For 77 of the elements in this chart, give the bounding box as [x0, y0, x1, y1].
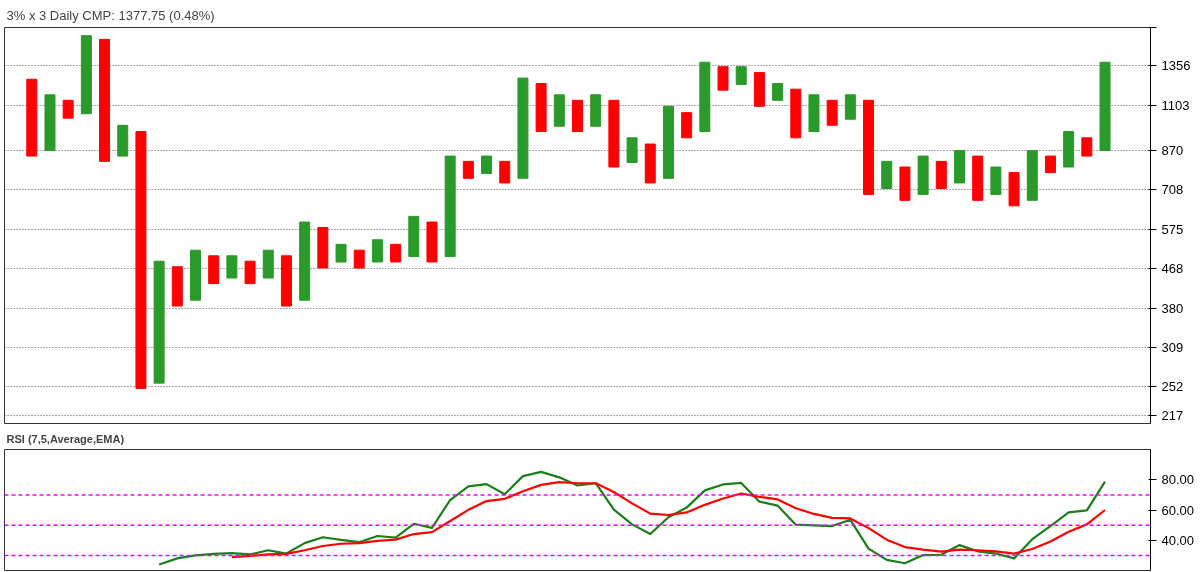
bar — [1026, 150, 1038, 201]
bar — [499, 160, 511, 184]
y-tick-label: 870 — [1161, 143, 1184, 159]
y-tick-label: 217 — [1161, 407, 1184, 423]
line-series — [230, 481, 1107, 559]
bar — [844, 94, 856, 120]
y-tick-label: 1356 — [1161, 58, 1191, 74]
bar — [408, 215, 420, 258]
bar — [808, 94, 820, 133]
bar — [1044, 155, 1056, 174]
y-tick-label: 468 — [1161, 261, 1184, 277]
bar — [662, 105, 674, 179]
bar — [535, 83, 547, 133]
bar — [62, 99, 74, 119]
bar — [244, 260, 256, 285]
bar — [863, 99, 875, 195]
bar — [735, 66, 747, 85]
bar — [444, 155, 456, 258]
bar — [171, 266, 183, 307]
bar — [299, 221, 311, 301]
bar — [135, 131, 147, 389]
bar — [26, 78, 38, 157]
bar — [608, 99, 620, 168]
bar — [772, 83, 784, 101]
bar — [353, 249, 365, 269]
bar — [954, 150, 965, 184]
bar — [935, 160, 947, 189]
bar — [590, 94, 602, 127]
bar — [117, 124, 129, 157]
bar — [881, 160, 893, 189]
y-tick-label: 575 — [1161, 222, 1184, 238]
bar — [335, 243, 347, 263]
y-tick-label: 40.00 — [1161, 532, 1195, 548]
bar — [699, 61, 711, 133]
bar — [1081, 137, 1093, 157]
bar — [1008, 172, 1020, 207]
y-tick-label: 252 — [1161, 379, 1184, 395]
bar — [426, 221, 438, 263]
bar — [717, 66, 729, 91]
bar — [644, 143, 656, 184]
y-tick-label: 60.00 — [1161, 502, 1195, 518]
y-tick-label: 380 — [1161, 301, 1184, 317]
bar — [317, 227, 329, 269]
bar — [262, 249, 274, 279]
bar — [99, 38, 111, 162]
bar — [153, 260, 165, 384]
bar — [917, 155, 929, 195]
bar — [681, 112, 693, 139]
bar — [1099, 61, 1111, 152]
bar — [972, 155, 984, 201]
y-tick-label: 80.00 — [1161, 472, 1195, 488]
bar — [572, 99, 583, 133]
y-tick-label: 708 — [1161, 182, 1184, 198]
bar — [517, 77, 529, 179]
bar — [390, 243, 402, 263]
bar — [626, 137, 638, 164]
bar — [990, 166, 1002, 195]
y-tick-label: 309 — [1161, 340, 1184, 356]
chart-title: RSI (7,5,Average,EMA) — [6, 432, 125, 445]
bar — [80, 35, 92, 115]
bar — [1063, 131, 1075, 168]
bar — [280, 255, 292, 307]
bar — [553, 94, 565, 127]
bar — [462, 160, 474, 179]
line-series — [158, 470, 1107, 566]
bar — [481, 155, 493, 175]
bar — [371, 239, 383, 263]
bar — [44, 94, 56, 152]
bar — [826, 99, 838, 126]
bar — [899, 166, 911, 201]
bar — [753, 71, 765, 107]
y-tick-label: 1103 — [1161, 97, 1190, 113]
chart-title: 3% x 3 Daily CMP: 1377.75 (0.48%) — [6, 7, 215, 23]
bar — [208, 255, 220, 285]
bar — [790, 88, 802, 139]
bar — [226, 255, 238, 279]
bar — [190, 249, 201, 301]
